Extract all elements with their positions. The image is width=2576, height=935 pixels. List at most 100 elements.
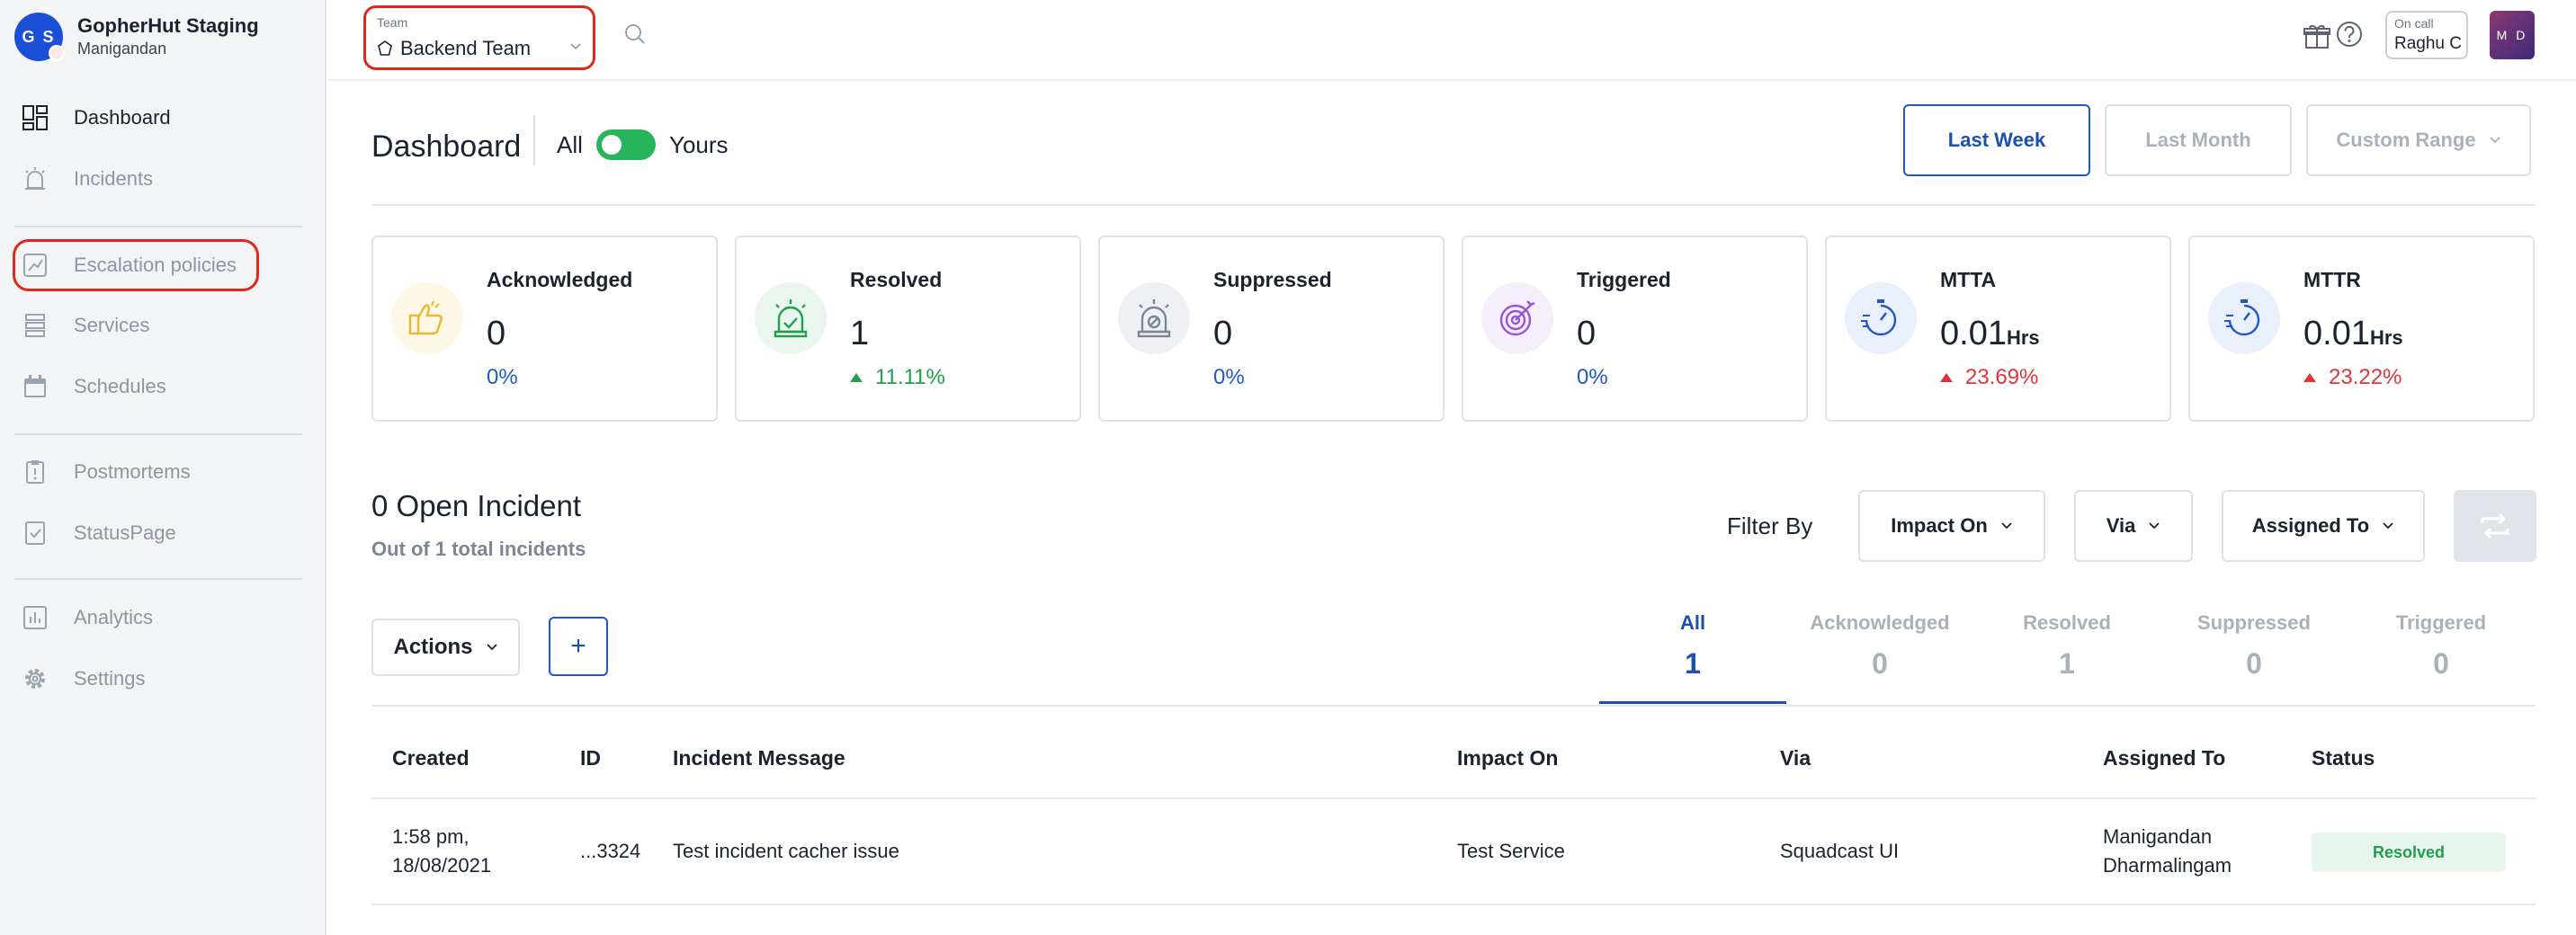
- stat-card-triggered[interactable]: Triggered 0 0%: [1462, 236, 1808, 422]
- sidebar-item-services[interactable]: Services: [14, 301, 302, 350]
- cell-via: Squadcast UI: [1780, 840, 1900, 862]
- tab-suppressed[interactable]: Suppressed 0: [2164, 611, 2344, 681]
- services-icon: [20, 310, 50, 341]
- card-value-number: 1: [850, 315, 870, 352]
- refresh-button[interactable]: [2454, 490, 2536, 562]
- sidebar-item-statuspage[interactable]: StatusPage: [14, 509, 302, 557]
- cell-impact-on: Test Service: [1457, 840, 1565, 862]
- card-title: Resolved: [850, 268, 943, 291]
- card-title: MTTR: [2303, 268, 2361, 291]
- team-selector[interactable]: Team Backend Team: [363, 5, 595, 70]
- active-tab-underline: [1599, 701, 1786, 704]
- tab-count: 1: [1685, 647, 1701, 680]
- stat-card-mtta[interactable]: MTTA 0.01Hrs 23.69%: [1825, 236, 2171, 422]
- column-header-assigned-to[interactable]: Assigned To: [2103, 746, 2226, 770]
- gift-icon[interactable]: [2303, 22, 2331, 50]
- stat-card-acknowledged[interactable]: Acknowledged 0 0%: [371, 236, 718, 422]
- sidebar-item-escalation-policies[interactable]: Escalation policies: [14, 241, 302, 289]
- cell-created: 1:58 pm, 18/08/2021: [392, 823, 491, 880]
- resolved-alarm-icon: [755, 282, 827, 354]
- sidebar-item-analytics[interactable]: Analytics: [14, 593, 302, 642]
- sidebar-item-schedules[interactable]: Schedules: [14, 362, 302, 411]
- tab-triggered[interactable]: Triggered 0: [2351, 611, 2531, 681]
- escalation-icon: [20, 250, 50, 280]
- target-icon: [1481, 282, 1553, 354]
- gear-icon: [20, 663, 50, 694]
- last-month-button[interactable]: Last Month: [2105, 104, 2292, 176]
- toggle-label-yours: Yours: [669, 131, 729, 158]
- card-percent-value: 23.69%: [1965, 365, 2039, 389]
- chevron-down-icon: [2000, 521, 2013, 530]
- search-icon[interactable]: [622, 22, 648, 47]
- cell-assigned-to: Manigandan Dharmalingam: [2103, 823, 2232, 880]
- org-switcher[interactable]: G S GopherHut Staging Manigandan: [14, 13, 311, 63]
- tab-count: 1: [2059, 647, 2075, 680]
- table-header-divider: [371, 797, 2536, 799]
- highlight-ring: [13, 239, 259, 291]
- tab-count: 0: [2246, 647, 2262, 680]
- tab-label: Triggered: [2395, 611, 2487, 634]
- stat-card-mttr[interactable]: MTTR 0.01Hrs 23.22%: [2188, 236, 2535, 422]
- help-icon[interactable]: [2335, 20, 2364, 49]
- tab-resolved[interactable]: Resolved 1: [1977, 611, 2157, 681]
- oncall-user: Raghu C: [2394, 34, 2462, 53]
- column-header-id[interactable]: ID: [580, 746, 601, 770]
- assigned-first-name: Manigandan: [2103, 825, 2213, 848]
- tab-label: Suppressed: [2197, 611, 2311, 634]
- custom-range-label: Custom Range: [2336, 129, 2476, 151]
- column-header-impact-on[interactable]: Impact On: [1457, 746, 1559, 770]
- tab-all[interactable]: All 1: [1603, 611, 1783, 681]
- column-header-via[interactable]: Via: [1780, 746, 1811, 770]
- column-header-status[interactable]: Status: [2312, 746, 2375, 770]
- trend-up-icon: [2303, 373, 2316, 382]
- card-value: 1: [850, 315, 869, 353]
- stat-card-resolved[interactable]: Resolved 1 11.11%: [735, 236, 1081, 422]
- stat-card-suppressed[interactable]: Suppressed 0 0%: [1098, 236, 1445, 422]
- sidebar-item-settings[interactable]: Settings: [14, 654, 302, 703]
- tab-label: Acknowledged: [1810, 611, 1950, 634]
- all-yours-toggle[interactable]: [596, 129, 656, 160]
- chevron-down-icon: [2382, 521, 2394, 530]
- created-date: 18/08/2021: [392, 854, 492, 877]
- via-filter[interactable]: Via: [2074, 490, 2193, 562]
- filter-label: Impact On: [1891, 514, 1988, 537]
- card-percent-value: 23.22%: [2329, 365, 2402, 389]
- avatar[interactable]: M D: [2490, 11, 2535, 59]
- oncall-widget[interactable]: On call Raghu C: [2385, 11, 2468, 59]
- sidebar-divider: [14, 578, 302, 580]
- column-header-message[interactable]: Incident Message: [673, 746, 845, 770]
- sidebar-divider: [14, 433, 302, 435]
- org-name: GopherHut Staging: [77, 14, 259, 37]
- card-value: 0: [1213, 315, 1232, 353]
- tab-acknowledged[interactable]: Acknowledged 0: [1790, 611, 1970, 681]
- sidebar: G S GopherHut Staging Manigandan Dashboa…: [0, 0, 326, 935]
- tab-label: Resolved: [2023, 611, 2111, 634]
- custom-range-dropdown[interactable]: Custom Range: [2306, 104, 2531, 176]
- impact-on-filter[interactable]: Impact On: [1858, 490, 2045, 562]
- card-value-unit: Hrs: [2006, 326, 2040, 349]
- column-header-created[interactable]: Created: [392, 746, 470, 770]
- last-week-button[interactable]: Last Week: [1903, 104, 2090, 176]
- sidebar-item-postmortems[interactable]: Postmortems: [14, 448, 302, 496]
- assigned-to-filter[interactable]: Assigned To: [2222, 490, 2425, 562]
- card-percent: 0%: [1213, 365, 1245, 390]
- sidebar-item-dashboard[interactable]: Dashboard: [14, 94, 302, 142]
- sidebar-item-label: Settings: [74, 667, 146, 690]
- cell-id: ...3324: [580, 840, 641, 862]
- card-value: 0: [487, 315, 505, 353]
- toggle-knob: [602, 135, 622, 155]
- suppressed-alarm-icon: [1118, 282, 1190, 354]
- card-percent: 0%: [1577, 365, 1608, 390]
- thumbs-up-icon: [391, 282, 463, 354]
- card-value-number: 0: [487, 315, 506, 352]
- card-title: Acknowledged: [487, 268, 633, 291]
- card-value-number: 0: [1213, 315, 1233, 352]
- sidebar-item-incidents[interactable]: Incidents: [14, 155, 302, 203]
- sidebar-item-label: Dashboard: [74, 106, 171, 129]
- sidebar-item-label: Schedules: [74, 375, 166, 397]
- add-incident-button[interactable]: +: [549, 617, 608, 676]
- actions-dropdown[interactable]: Actions: [371, 619, 520, 676]
- chevron-down-icon: [2148, 521, 2160, 530]
- team-icon: [377, 40, 393, 57]
- cell-message[interactable]: Test incident cacher issue: [673, 840, 899, 862]
